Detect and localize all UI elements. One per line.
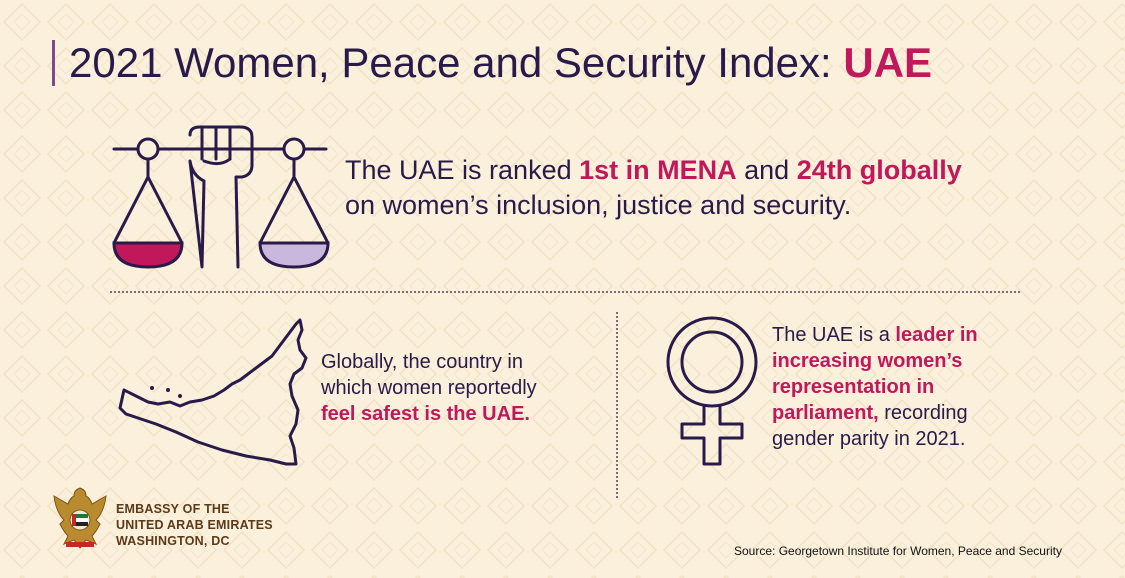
scales-fist-icon <box>112 125 330 269</box>
ranking-pre: The UAE is ranked <box>345 155 580 185</box>
parliament-hl-2: increasing women’s <box>772 350 963 372</box>
horizontal-divider <box>110 291 1020 293</box>
ranking-text: The UAE is ranked 1st in MENA and 24th g… <box>345 153 1045 223</box>
female-symbol-icon <box>666 316 758 466</box>
embassy-line-1: EMBASSY OF THE <box>116 502 230 516</box>
vertical-divider <box>616 312 618 498</box>
ranking-mid: and <box>736 155 797 185</box>
safety-line-2: which women reportedly <box>321 377 537 399</box>
parliament-post-2: gender parity in 2021. <box>772 428 966 450</box>
ranking-post: on women’s inclusion, justice and securi… <box>345 190 852 220</box>
parliament-hl-1: leader in <box>895 324 978 346</box>
parliament-post-1: recording <box>878 402 968 424</box>
embassy-line-3: WASHINGTON, DC <box>116 534 230 548</box>
page-title: 2021 Women, Peace and Security Index: UA… <box>52 40 932 86</box>
parliament-hl-3: representation in <box>772 376 935 398</box>
parliament-text: The UAE is a leader in increasing women’… <box>772 322 1032 452</box>
ranking-global: 24th globally <box>796 155 962 185</box>
safety-line-1: Globally, the country in <box>321 351 523 373</box>
uae-emblem-icon <box>53 487 107 549</box>
safety-text: Globally, the country in which women rep… <box>321 349 581 427</box>
embassy-signature: EMBASSY OF THE UNITED ARAB EMIRATES WASH… <box>116 501 296 549</box>
source-note: Source: Georgetown Institute for Women, … <box>734 544 1062 558</box>
title-accent: UAE <box>843 39 933 86</box>
uae-map-icon <box>118 318 308 466</box>
parliament-pre: The UAE is a <box>772 324 896 346</box>
embassy-line-2: UNITED ARAB EMIRATES <box>116 518 273 532</box>
ranking-mena: 1st in MENA <box>579 155 737 185</box>
safety-highlight: feel safest is the UAE. <box>321 403 530 425</box>
title-main: 2021 Women, Peace and Security Index: <box>69 39 844 86</box>
parliament-hl-4: parliament, <box>772 402 879 424</box>
